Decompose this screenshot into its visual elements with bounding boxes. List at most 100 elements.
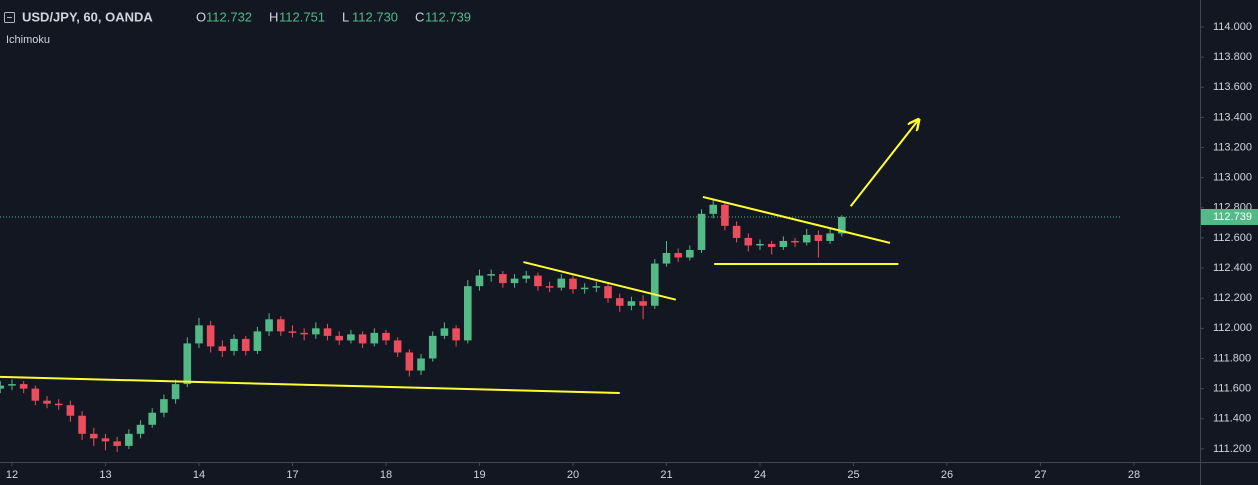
y-tick-label: 112.200 <box>1213 292 1252 304</box>
plot-area <box>0 120 1120 452</box>
candle-body <box>160 399 168 413</box>
y-tick-label: 111.600 <box>1213 383 1251 395</box>
candle-body <box>592 286 601 288</box>
y-tick-label: 112.600 <box>1213 232 1252 244</box>
trend-line <box>702 195 891 244</box>
candle-body <box>440 328 449 336</box>
y-tick-label: 112.000 <box>1213 322 1252 334</box>
candle-body <box>78 415 86 434</box>
candle-body <box>767 243 776 247</box>
collapse-icon[interactable] <box>4 12 15 23</box>
ohlc-value: 112.751 <box>279 9 325 24</box>
candle-body <box>510 278 519 284</box>
x-tick-label: 21 <box>660 469 672 481</box>
candle-body <box>814 234 823 241</box>
y-tick-label: 113.000 <box>1213 172 1252 184</box>
candle-body <box>627 301 636 306</box>
candle-body <box>604 286 612 299</box>
trend-line <box>0 375 620 394</box>
candle-body <box>347 334 355 341</box>
candle-body <box>779 240 788 247</box>
candle-body <box>545 286 554 288</box>
candle-body <box>499 274 507 284</box>
ohlc-value: 112.730 <box>352 9 398 24</box>
candle-body <box>370 332 379 344</box>
y-tick-label: 113.200 <box>1213 141 1252 153</box>
candle-body <box>405 352 414 371</box>
ohlc-legend: O 112.732 H 112.751 L 112.730 C 112.739 <box>196 9 471 24</box>
y-tick-label: 111.800 <box>1213 352 1251 364</box>
candle-body <box>534 275 542 287</box>
candle-body <box>522 275 531 279</box>
candle-body <box>113 441 121 446</box>
candle-body <box>171 384 180 400</box>
candle-body <box>662 253 671 264</box>
candle-body <box>615 298 624 306</box>
ohlc-key: H <box>269 9 278 24</box>
x-tick-label: 18 <box>380 469 392 481</box>
candle-body <box>276 319 285 332</box>
candle-body <box>101 438 110 442</box>
y-tick-label: 111.200 <box>1213 443 1251 455</box>
candle-body <box>721 204 729 226</box>
candle-body <box>557 278 566 288</box>
candle-body <box>323 328 332 336</box>
ohlc-key: O <box>196 9 206 24</box>
x-tick-label: 25 <box>847 469 859 481</box>
candle-body <box>709 204 718 214</box>
candle-body <box>265 319 273 332</box>
ohlc-key: C <box>415 9 424 24</box>
y-tick-label: 113.600 <box>1213 81 1252 93</box>
candle-body <box>0 385 5 389</box>
candle-body <box>639 301 647 306</box>
candle-body <box>66 405 75 416</box>
candle-body <box>463 286 472 341</box>
x-tick-label: 12 <box>6 469 18 481</box>
y-tick-label: 113.800 <box>1213 51 1252 63</box>
candle-body <box>312 328 320 335</box>
candle-body <box>732 225 741 238</box>
x-tick-label: 27 <box>1034 469 1046 481</box>
x-tick-label: 28 <box>1128 469 1140 481</box>
candle-body <box>417 358 425 371</box>
last-price-badge <box>1201 208 1258 225</box>
y-tick-label: 114.000 <box>1213 21 1252 33</box>
candle-body <box>756 243 764 246</box>
candle-body <box>183 343 192 385</box>
candle-body <box>580 287 589 290</box>
candle-body <box>19 384 28 389</box>
candle-body <box>206 325 215 347</box>
candle-body <box>837 216 846 234</box>
y-tick-label: 112.400 <box>1213 262 1252 274</box>
candle-body <box>674 253 682 258</box>
ohlc-value: 112.739 <box>425 9 471 24</box>
candle-body <box>686 249 694 258</box>
ohlc-key: L <box>342 9 349 24</box>
candle-body <box>195 325 203 344</box>
candle-body <box>697 213 706 250</box>
last-price-label: 112.739 <box>1213 211 1252 223</box>
candle-body <box>335 335 344 341</box>
y-tick-label: 111.400 <box>1213 413 1251 425</box>
candle-body <box>393 340 402 353</box>
candle-body <box>744 237 753 246</box>
candle-body <box>288 331 297 333</box>
candle-body <box>475 275 484 287</box>
candle-body <box>230 338 238 351</box>
candle-body <box>487 274 495 276</box>
symbol-title: USD/JPY, 60, OANDA <box>22 9 153 24</box>
x-tick-label: 26 <box>941 469 953 481</box>
candle-body <box>791 240 799 243</box>
ohlc-value: 112.732 <box>206 9 252 24</box>
x-tick-label: 14 <box>193 469 205 481</box>
candle-body <box>382 332 390 341</box>
trend-line <box>523 261 677 301</box>
candle-body <box>358 334 367 344</box>
candle-body <box>54 403 63 406</box>
candle-body <box>8 384 16 386</box>
candle-body <box>89 433 98 439</box>
indicator-name: Ichimoku <box>6 34 50 46</box>
trend-arrow <box>849 120 918 207</box>
candle-body <box>452 328 460 341</box>
y-tick-label: 113.400 <box>1213 111 1252 123</box>
